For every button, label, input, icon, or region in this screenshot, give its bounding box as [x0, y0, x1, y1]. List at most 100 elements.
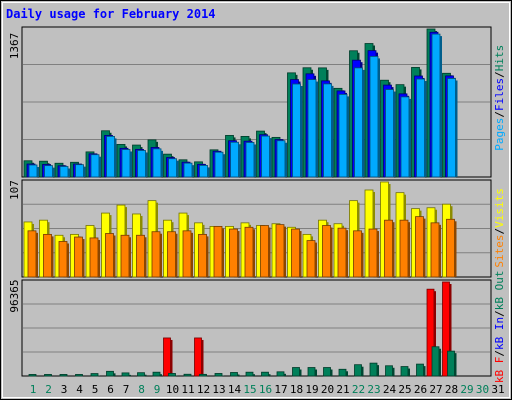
x-label-day-20: 20: [321, 383, 334, 396]
day-23-sites-bar-shadow: [377, 231, 379, 277]
day-11-pages-bar: [183, 162, 194, 178]
day-18-sites-bar-shadow: [299, 231, 302, 277]
day-7-pages-bar-face: [121, 149, 131, 178]
day-23-sites-bar: [368, 228, 379, 278]
day-12-kb-f-bar: [194, 337, 204, 377]
day-24-sites-bar-face: [384, 219, 393, 278]
legend-item-4: /: [493, 310, 506, 317]
x-axis-day-labels: 1 2 3 4 5 6 7 8 9 10 11 12 13 14 15 16 17 18 19 20 21 22 23 24 2…: [30, 383, 505, 396]
day-10-kb-f-bar-shadow: [170, 339, 173, 376]
day-15-kb-out-bar-shadow: [253, 374, 255, 376]
day-22-sites-bar-shadow: [361, 232, 364, 277]
day-8-sites-bar-shadow: [144, 237, 147, 277]
day-26-kb-out-bar: [416, 363, 426, 377]
day-10-sites-bar-face: [167, 231, 176, 278]
day-17-kb-out-bar-shadow: [284, 373, 286, 376]
day-27-kb-out-bar: [431, 346, 441, 377]
day-17-sites-bar: [275, 224, 286, 278]
x-label-day-29: 29: [460, 383, 473, 396]
day-28-sites-bar-shadow: [454, 221, 457, 277]
day-23-kb-out-bar: [369, 362, 379, 377]
day-14-kb-out-bar-face: [230, 372, 238, 377]
x-label-day-14: 14: [228, 383, 242, 396]
day-10-kb-out-bar: [168, 373, 178, 377]
day-4-pages-bar: [75, 164, 86, 178]
day-8-sites-bar-face: [136, 234, 145, 278]
day-27-kb-f-bar-shadow: [434, 291, 436, 376]
day-27-sites-bar-face: [430, 222, 440, 278]
day-27-sites-bar: [430, 222, 441, 278]
x-label-day-10: 10: [166, 383, 179, 396]
x-label-day-27: 27: [429, 383, 442, 396]
x-label-day-8: 8: [138, 383, 145, 396]
day-13-kb-out-bar-shadow: [222, 375, 224, 376]
day-6-sites-bar-shadow: [113, 235, 116, 277]
day-28-pages-bar: [447, 78, 458, 178]
day-18-pages-bar: [292, 83, 303, 178]
day-12-pages-bar: [199, 165, 210, 178]
day-18-sites-bar: [291, 228, 302, 278]
day-17-sites-bar-shadow: [284, 226, 286, 277]
day-15-sites-bar: [244, 226, 255, 278]
day-13-sites-bar-face: [213, 225, 223, 278]
day-16-sites-bar-shadow: [268, 227, 271, 277]
day-3-pages-bar: [59, 166, 70, 178]
day-9-sites-bar-face: [151, 231, 161, 278]
day-18-pages-bar-face: [292, 83, 301, 178]
legend-item-5: Hits: [493, 45, 506, 72]
day-2-kb-out-bar-face: [44, 374, 52, 377]
day-21-sites-bar-shadow: [346, 230, 348, 277]
day-1-sites-bar-face: [27, 230, 37, 278]
day-28-kb-out-bar-shadow: [454, 353, 457, 376]
day-25-kb-out-bar-face: [400, 366, 409, 377]
day-20-pages-bar-face: [323, 83, 332, 178]
x-label-day-11: 11: [181, 383, 194, 396]
day-26-sites-bar-face: [415, 216, 424, 278]
day-15-pages-bar-face: [245, 142, 255, 178]
x-label-day-13: 13: [212, 383, 225, 396]
day-12-sites-bar-shadow: [206, 236, 209, 277]
day-13-pages-bar-shadow: [223, 154, 225, 177]
x-label-day-12: 12: [197, 383, 210, 396]
panel1-ymax-label: 1367: [8, 33, 21, 60]
day-25-pages-bar: [400, 96, 411, 178]
x-label-day-25: 25: [398, 383, 411, 396]
day-10-sites-bar: [167, 231, 178, 278]
day-23-pages-bar-shadow: [378, 58, 380, 177]
day-24-kb-out-bar: [385, 365, 395, 377]
day-27-sites-bar-shadow: [439, 224, 441, 277]
day-22-kb-out-bar-face: [354, 364, 362, 377]
day-12-sites-bar: [198, 233, 209, 278]
day-8-kb-out-bar-shadow: [144, 374, 147, 376]
day-28-kb-f-bar-shadow: [449, 284, 452, 376]
day-5-pages-bar: [90, 154, 101, 178]
day-10-sites-bar-shadow: [175, 233, 178, 277]
day-28-kb-out-bar-face: [447, 350, 455, 377]
day-14-sites-bar-face: [229, 228, 238, 278]
day-25-sites-bar: [399, 219, 410, 278]
legend-item-1: Pages: [493, 118, 506, 151]
day-21-pages-bar-shadow: [347, 96, 349, 177]
day-16-pages-bar: [261, 135, 272, 178]
day-19-sites-bar-face: [306, 240, 316, 278]
day-21-sites-bar-face: [337, 227, 347, 278]
day-10-pages-bar: [168, 158, 179, 178]
day-11-sites-bar: [182, 230, 193, 278]
day-4-sites-bar-face: [74, 236, 83, 278]
day-16-kb-out-bar-shadow: [268, 374, 271, 376]
day-5-pages-bar-shadow: [99, 156, 101, 177]
x-label-day-30: 30: [476, 383, 489, 396]
day-15-sites-bar-shadow: [253, 229, 255, 277]
day-28-sites-bar-face: [446, 218, 455, 278]
day-6-kb-out-bar: [106, 370, 116, 377]
day-25-pages-bar-shadow: [409, 98, 411, 177]
day-2-sites-bar-shadow: [51, 236, 54, 277]
day-22-pages-bar: [354, 67, 365, 178]
panel3-legend: kB F/kB In/kB Out: [493, 270, 506, 383]
day-28-sites-bar: [446, 218, 457, 278]
day-8-pages-bar-face: [137, 150, 146, 178]
x-label-day-26: 26: [414, 383, 427, 396]
panel3-ymax-label: 96365: [8, 279, 21, 312]
day-21-kb-out-bar-shadow: [346, 371, 348, 376]
day-7-pages-bar: [121, 149, 132, 178]
